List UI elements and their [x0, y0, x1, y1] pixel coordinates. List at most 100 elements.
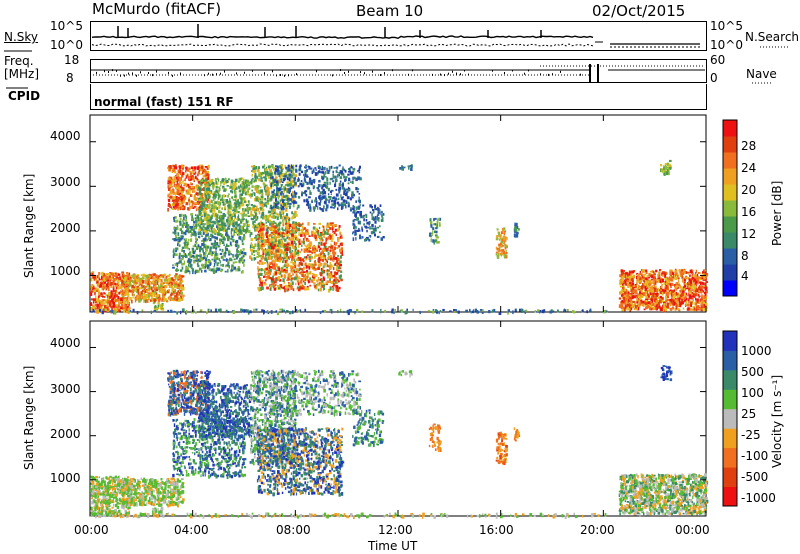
heatmap-cell	[435, 230, 438, 234]
heatmap-cell	[230, 179, 234, 184]
heatmap-cell	[317, 277, 320, 281]
heatmap-cell	[329, 252, 331, 255]
heatmap-cell	[318, 243, 320, 246]
heatmap-cell	[185, 175, 188, 179]
heatmap-cell	[329, 190, 332, 193]
heatmap-cell	[291, 179, 295, 183]
heatmap-cell	[266, 184, 268, 187]
heatmap-cell	[319, 287, 322, 292]
heatmap-cell	[502, 250, 505, 255]
heatmap-cell	[90, 286, 93, 290]
heatmap-cell	[236, 218, 238, 221]
heatmap-cell	[215, 247, 218, 250]
heatmap-cell	[163, 278, 166, 282]
heatmap-cell	[105, 276, 108, 280]
heatmap-cell	[187, 192, 190, 195]
heatmap-cell	[211, 199, 213, 204]
heatmap-cell	[242, 218, 245, 220]
heatmap-cell	[106, 278, 110, 282]
heatmap-cell	[252, 167, 255, 171]
heatmap-cell	[230, 207, 233, 211]
heatmap-cell	[287, 201, 289, 204]
heatmap-cell	[295, 169, 298, 173]
heatmap-cell	[234, 261, 238, 264]
heatmap-cell	[136, 289, 140, 292]
heatmap-cell	[323, 184, 326, 187]
heatmap-cell	[211, 193, 214, 196]
heatmap-cell	[197, 231, 200, 235]
heatmap-cell	[275, 243, 278, 246]
heatmap-cell	[231, 213, 234, 216]
heatmap-cell	[197, 219, 200, 222]
heatmap-cell	[328, 246, 331, 248]
heatmap-cell	[299, 284, 302, 288]
heatmap-cell	[102, 277, 104, 281]
heatmap-cell	[314, 172, 318, 176]
heatmap-cell	[174, 230, 176, 233]
heatmap-cell	[266, 235, 268, 238]
heatmap-cell	[272, 225, 275, 228]
heatmap-cell	[289, 232, 292, 235]
heatmap-cell	[371, 206, 373, 209]
heatmap-cell	[202, 204, 205, 208]
heatmap-cell	[322, 176, 324, 181]
heatmap-cell	[145, 299, 147, 304]
heatmap-cell	[111, 307, 113, 311]
heatmap-cell	[355, 215, 357, 218]
heatmap-cell	[316, 186, 320, 190]
heatmap-cell	[140, 281, 143, 285]
heatmap-cell	[258, 244, 261, 248]
heatmap-cell	[183, 252, 185, 256]
heatmap-cell	[326, 264, 329, 267]
heatmap-cell	[194, 198, 198, 201]
heatmap-cell	[313, 282, 316, 284]
heatmap-cell	[216, 262, 219, 267]
heatmap-cell	[182, 223, 186, 226]
heatmap-cell	[110, 296, 112, 298]
heatmap-cell	[297, 254, 300, 257]
heatmap-cell	[142, 273, 145, 277]
heatmap-cell	[101, 299, 105, 303]
heatmap-cell	[202, 238, 205, 241]
heatmap-cell	[290, 286, 293, 289]
heatmap-cell	[267, 188, 269, 190]
heatmap-cell	[191, 247, 195, 251]
heatmap-cell	[179, 228, 182, 232]
heatmap-cell	[214, 206, 217, 209]
heatmap-cell	[158, 304, 162, 307]
heatmap-cell	[276, 165, 279, 169]
heatmap-cell	[98, 299, 101, 303]
heatmap-cell	[114, 299, 117, 302]
heatmap-cell	[342, 173, 345, 176]
heatmap-cell	[319, 236, 322, 239]
heatmap-cell	[305, 258, 308, 261]
heatmap-cell	[278, 228, 281, 231]
heatmap-cell	[235, 221, 238, 225]
heatmap-cell	[140, 293, 144, 297]
heatmap-cell	[225, 264, 227, 268]
heatmap-cell	[194, 190, 196, 193]
heatmap-cell	[189, 226, 192, 229]
heatmap-cell	[154, 277, 158, 280]
heatmap-cell	[230, 186, 232, 189]
nave-tick-top: 60	[710, 53, 726, 67]
heatmap-cell	[257, 174, 260, 177]
heatmap-cell	[331, 227, 334, 231]
heatmap-cell	[176, 262, 179, 265]
heatmap-cell	[206, 213, 209, 216]
heatmap-cell	[280, 166, 282, 170]
heatmap-cell	[107, 297, 110, 301]
heatmap-cell	[330, 257, 333, 261]
heatmap-cell	[503, 232, 506, 236]
heatmap-cell	[179, 222, 182, 226]
heatmap-cell	[143, 299, 145, 303]
heatmap-cell	[221, 248, 224, 253]
heatmap-cell	[187, 258, 190, 263]
heatmap-cell	[176, 298, 179, 301]
heatmap-cell	[222, 203, 225, 206]
heatmap-cell	[260, 228, 263, 232]
heatmap-cell	[333, 279, 336, 282]
heatmap-cell	[343, 189, 347, 192]
heatmap-cell	[270, 183, 272, 185]
heatmap-cell	[203, 217, 206, 221]
